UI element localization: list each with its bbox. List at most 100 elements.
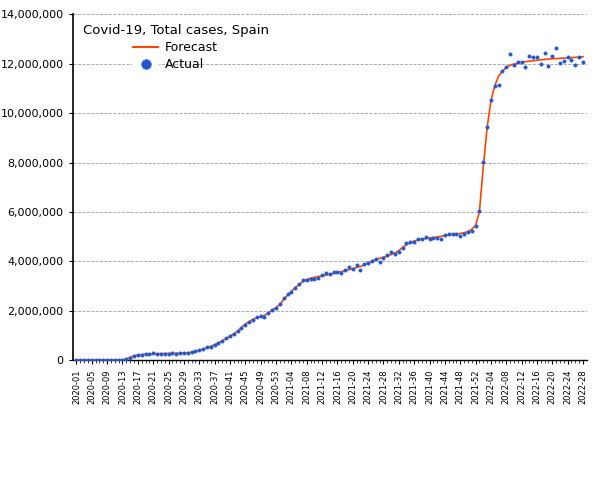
Point [413,235,423,243]
Point [436,235,446,243]
Point [237,324,246,331]
Point [544,62,554,70]
Point [356,266,365,274]
Point [567,56,577,64]
Point [348,265,358,273]
Point [217,337,227,345]
Point [122,355,131,363]
Point [448,230,457,238]
Point [306,275,315,282]
Point [164,350,174,358]
Point [444,230,454,238]
Point [559,57,569,65]
Point [371,255,381,263]
Point [482,123,492,131]
Point [329,268,338,276]
Point [202,344,212,351]
Point [382,252,392,259]
Point [551,45,561,52]
Point [528,53,538,61]
Point [125,354,135,361]
Point [425,236,434,243]
Point [486,96,495,104]
Point [379,254,388,262]
Point [290,284,300,292]
Point [463,228,473,236]
Point [183,349,192,357]
Point [145,350,154,358]
Point [264,309,273,316]
Point [317,271,327,278]
Point [494,81,503,88]
Point [275,300,285,308]
Point [505,50,515,58]
Point [517,59,526,66]
Point [141,350,151,358]
Point [248,316,258,324]
Point [344,264,354,271]
Point [367,258,377,265]
Point [171,350,181,358]
Point [117,356,127,364]
Point [459,230,469,238]
Point [513,58,523,65]
Point [91,356,100,364]
Point [490,83,500,90]
Point [571,61,580,69]
Point [198,346,208,353]
Point [175,349,185,357]
Point [574,53,584,60]
Point [110,356,120,364]
Point [521,63,531,71]
Point [137,351,146,359]
Point [536,60,546,68]
Point [94,356,104,364]
Point [509,61,518,69]
Point [532,53,542,60]
Point [283,290,292,298]
Point [451,230,461,238]
Point [260,313,269,321]
Point [402,239,411,247]
Point [433,234,442,241]
Point [87,356,97,364]
Point [294,280,304,288]
Legend: Forecast, Actual: Forecast, Actual [79,21,272,75]
Point [225,332,235,340]
Point [267,307,277,314]
Point [244,318,254,326]
Point [310,275,319,283]
Point [386,248,396,256]
Point [187,348,197,356]
Point [578,58,588,66]
Point [352,261,361,269]
Point [405,238,415,246]
Point [221,335,231,342]
Point [333,268,342,276]
Point [233,327,243,335]
Point [325,271,335,278]
Point [214,340,223,348]
Point [256,312,266,320]
Point [540,49,549,57]
Point [471,222,480,229]
Point [160,350,169,358]
Point [497,68,507,75]
Point [240,321,250,329]
Point [410,238,419,246]
Point [421,233,431,240]
Point [287,288,296,296]
Point [302,276,312,284]
Point [179,349,189,357]
Point [428,234,438,242]
Point [555,59,565,67]
Point [479,158,488,166]
Point [340,266,350,274]
Point [133,351,143,359]
Point [106,356,116,364]
Point [359,260,369,267]
Point [321,269,331,277]
Point [474,207,484,215]
Point [76,356,85,364]
Point [456,232,465,240]
